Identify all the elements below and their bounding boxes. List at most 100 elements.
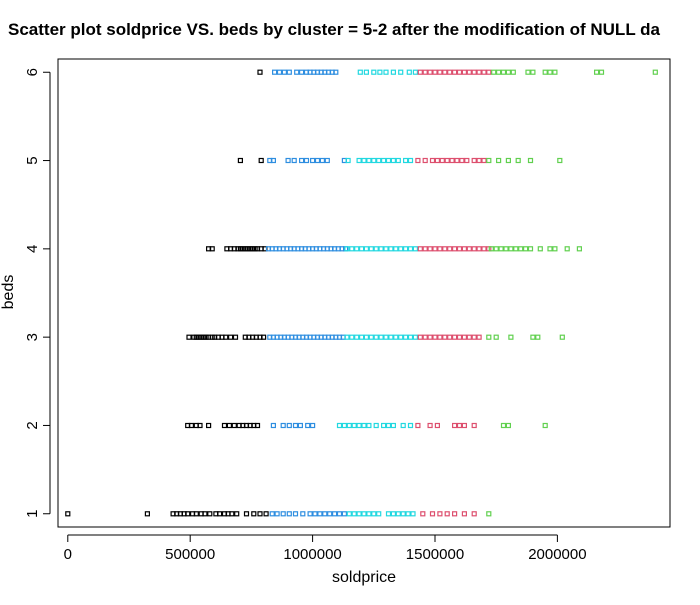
- data-point: [452, 422, 458, 429]
- data-point: [481, 69, 487, 75]
- data-point: [434, 157, 440, 164]
- data-point: [493, 334, 499, 340]
- data-point: [373, 334, 379, 340]
- data-point: [307, 511, 313, 517]
- data-point: [310, 422, 316, 429]
- data-point: [274, 511, 280, 517]
- data-point: [333, 69, 339, 75]
- data-point: [363, 334, 369, 340]
- data-point: [535, 334, 541, 340]
- data-point: [359, 334, 365, 340]
- data-point: [286, 511, 292, 517]
- data-point: [345, 157, 351, 164]
- data-point: [466, 69, 472, 75]
- data-point: [500, 69, 507, 75]
- data-point: [285, 157, 291, 164]
- data-point: [471, 157, 477, 164]
- y-tick-label: 1: [24, 510, 41, 518]
- data-point: [452, 69, 458, 75]
- data-point: [237, 157, 243, 164]
- data-point: [371, 69, 377, 75]
- data-point: [432, 246, 438, 252]
- data-point: [231, 422, 237, 429]
- data-point: [383, 69, 389, 75]
- data-point: [254, 422, 261, 429]
- data-point: [291, 157, 297, 164]
- data-point: [437, 334, 443, 340]
- data-point: [366, 511, 372, 517]
- data-point: [390, 157, 396, 164]
- data-point: [346, 422, 352, 429]
- data-point: [312, 511, 318, 517]
- data-point: [258, 157, 264, 164]
- data-point: [341, 422, 347, 429]
- data-point: [376, 157, 382, 164]
- data-point: [447, 69, 453, 75]
- data-point: [206, 422, 212, 429]
- data-point: [537, 246, 543, 252]
- data-point: [281, 69, 287, 75]
- data-point: [332, 511, 338, 517]
- data-point: [505, 422, 511, 429]
- data-point: [508, 246, 514, 252]
- data-point: [336, 511, 343, 517]
- data-point: [373, 422, 379, 429]
- data-point: [547, 69, 553, 75]
- data-point: [356, 157, 362, 164]
- data-point: [476, 334, 482, 340]
- data-point: [188, 422, 194, 429]
- data-point: [437, 511, 443, 517]
- data-point: [527, 246, 534, 252]
- data-point: [434, 422, 440, 429]
- data-point: [368, 246, 374, 252]
- data-point: [429, 511, 436, 517]
- data-point: [344, 334, 350, 340]
- data-point: [471, 334, 477, 340]
- data-point: [466, 246, 472, 252]
- data-point: [359, 246, 365, 252]
- data-point: [270, 422, 276, 429]
- data-point: [407, 334, 414, 340]
- data-point: [371, 157, 377, 164]
- data-point: [552, 69, 558, 75]
- data-point: [652, 69, 658, 75]
- y-tick-label: 6: [24, 68, 41, 76]
- data-point: [381, 422, 387, 429]
- data-point: [461, 69, 467, 75]
- data-point: [476, 69, 482, 75]
- data-point: [405, 511, 411, 517]
- data-point: [383, 334, 389, 340]
- data-point: [493, 246, 499, 252]
- data-point: [361, 422, 367, 429]
- data-point: [317, 511, 323, 517]
- data-point: [412, 246, 418, 252]
- data-point: [503, 246, 509, 252]
- x-axis-label: soldprice: [332, 569, 396, 586]
- data-point: [464, 157, 470, 164]
- data-point: [398, 334, 404, 340]
- data-point: [351, 422, 357, 429]
- data-point: [427, 246, 433, 252]
- data-point: [429, 157, 436, 164]
- data-point: [417, 334, 423, 340]
- data-point: [193, 511, 199, 517]
- data-point: [234, 511, 240, 517]
- data-point: [422, 334, 428, 340]
- data-point: [593, 69, 600, 75]
- data-point: [407, 246, 414, 252]
- y-tick-label: 5: [24, 156, 41, 164]
- data-point: [415, 157, 421, 164]
- data-point: [471, 422, 477, 429]
- data-point: [280, 511, 286, 517]
- data-point: [327, 511, 333, 517]
- data-point: [422, 157, 428, 164]
- data-point: [481, 157, 487, 164]
- data-point: [377, 69, 383, 75]
- data-point: [498, 246, 504, 252]
- data-point: [442, 246, 448, 252]
- data-point: [361, 511, 367, 517]
- data-point: [270, 157, 276, 164]
- data-point: [422, 69, 428, 75]
- data-point: [197, 422, 203, 429]
